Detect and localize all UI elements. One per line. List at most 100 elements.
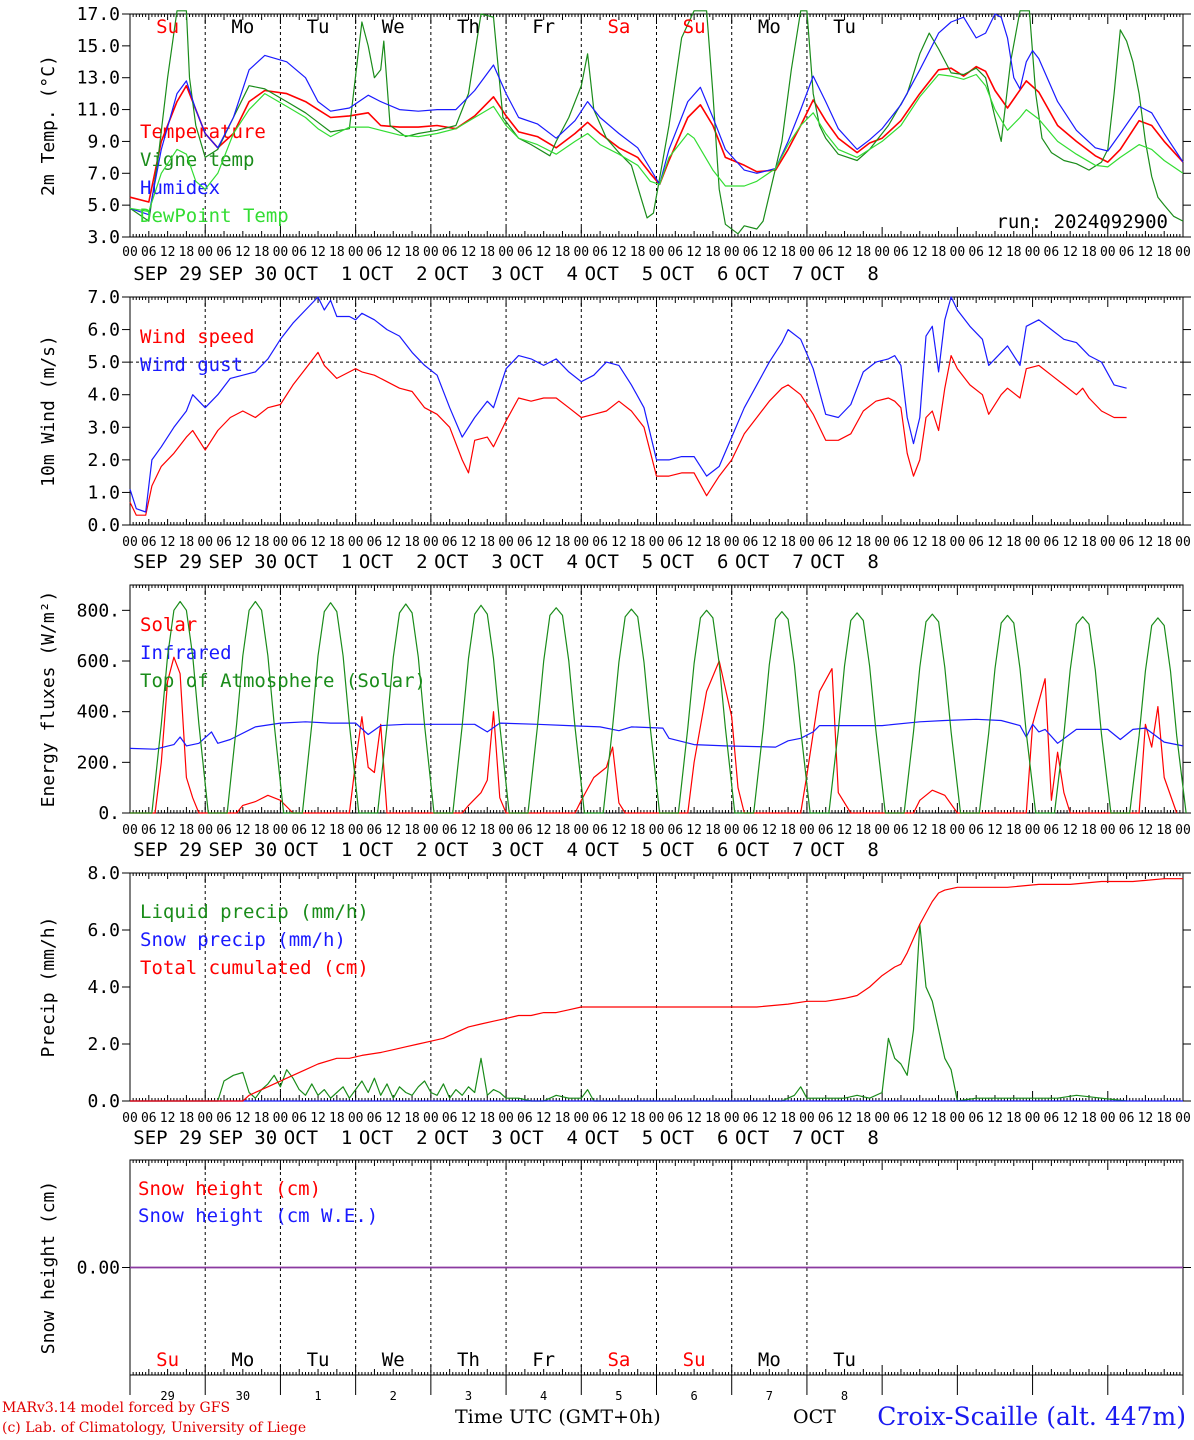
hour-tick-label: 18 [705,245,721,260]
date-label: OCT 3 [434,263,503,285]
y-axis-label: 2m Temp. (°C) [38,55,59,196]
hour-tick-label: 18 [179,245,195,260]
hour-tick-label: 00 [122,823,138,838]
hour-tick-label: 12 [1138,535,1154,550]
hour-tick-label: 18 [479,535,495,550]
date-label: OCT 7 [735,263,804,285]
hour-tick-label: 00 [874,823,890,838]
day-name-top: Th [457,16,480,38]
date-label: OCT 4 [509,263,578,285]
date-label: OCT 7 [735,551,804,573]
hour-tick-label: 18 [479,823,495,838]
y-tick-label: 17.0 [77,4,120,25]
date-label: OCT 1 [284,839,353,861]
legend-entry: Solar [140,614,197,636]
y-tick-label: 5.0 [87,195,120,216]
hour-tick-label: 12 [761,1111,777,1126]
hour-tick-label: 00 [874,535,890,550]
hour-tick-label: 06 [743,823,759,838]
series-line [129,73,1184,213]
hour-tick-label: 00 [649,245,665,260]
y-axis-label: Snow height (cm) [38,1181,59,1354]
hour-tick-label: 18 [1006,245,1022,260]
hour-tick-label: 06 [141,535,157,550]
series-line [129,13,1184,216]
hour-tick-label: 06 [141,1111,157,1126]
date-label: OCT 2 [359,839,428,861]
hour-tick-label: 00 [724,245,740,260]
hour-tick-label: 18 [1081,823,1097,838]
hour-tick-label: 06 [818,1111,834,1126]
day-name-bottom: Mo [758,1349,781,1371]
panel-frame [129,13,1184,238]
hour-tick-label: 18 [931,245,947,260]
series-line [130,878,1183,1102]
hour-tick-label: 06 [968,1111,984,1126]
hour-tick-label: 12 [461,1111,477,1126]
hour-tick-label: 18 [931,535,947,550]
hour-tick-label: 00 [423,823,439,838]
legend-entry: Snow height (cm) [138,1178,321,1200]
y-tick-label: 15.0 [77,36,120,57]
hour-tick-label: 00 [724,535,740,550]
hour-tick-label: 12 [611,823,627,838]
hour-tick-label: 18 [254,823,270,838]
hour-tick-label: 12 [536,535,552,550]
hour-tick-label: 00 [1175,823,1191,838]
date-label: OCT 3 [434,839,503,861]
hour-tick-label: 12 [1062,1111,1078,1126]
hour-tick-label: 06 [743,535,759,550]
station-label: Croix-Scaille (alt. 447m) [877,1402,1186,1431]
y-tick-label: 4.0 [87,385,120,406]
hour-tick-label: 12 [987,245,1003,260]
hour-tick-label: 06 [442,535,458,550]
y-axis-label: Energy fluxes (W/m²) [38,591,59,808]
hour-tick-label: 12 [1138,823,1154,838]
hour-tick-label: 06 [367,1111,383,1126]
series-line [129,65,1184,203]
hour-tick-label: 12 [461,535,477,550]
series-line [129,296,1127,513]
hour-tick-label: 06 [141,823,157,838]
hour-tick-label: 12 [235,245,251,260]
day-name-bottom: Mo [231,1349,254,1371]
day-name-top: Tu [307,16,330,38]
hour-tick-label: 12 [160,823,176,838]
hour-tick-label: 06 [1119,1111,1135,1126]
hour-tick-label: 18 [329,1111,345,1126]
hour-tick-label: 00 [950,245,966,260]
date-label: SEP 30 [209,551,278,573]
hour-tick-label: 06 [667,1111,683,1126]
hour-tick-label: 18 [555,823,571,838]
date-label: SEP 29 [133,551,202,573]
date-label: OCT 6 [660,839,729,861]
date-label: OCT 3 [434,1127,503,1149]
hour-tick-label: 00 [348,245,364,260]
y-tick-label: 0.0 [87,1091,120,1112]
day-name-bottom: Fr [532,1349,555,1371]
hour-tick-label: 06 [592,245,608,260]
hour-tick-label: 06 [1119,535,1135,550]
hour-tick-label: 12 [611,535,627,550]
day-name-top: Su [156,16,179,38]
hour-tick-label: 18 [1081,1111,1097,1126]
hour-tick-label: 18 [630,245,646,260]
day-number: 5 [615,1389,622,1403]
hour-tick-label: 00 [197,245,213,260]
hour-tick-label: 18 [780,1111,796,1126]
hour-tick-label: 18 [555,245,571,260]
hour-tick-label: 00 [724,823,740,838]
hour-tick-label: 00 [498,245,514,260]
date-label: OCT 1 [284,263,353,285]
hour-tick-label: 18 [705,823,721,838]
hour-tick-label: 06 [818,245,834,260]
hour-tick-label: 00 [1100,535,1116,550]
hour-tick-label: 12 [235,823,251,838]
hour-tick-label: 12 [461,245,477,260]
hour-tick-label: 06 [216,1111,232,1126]
series-line [129,351,1127,516]
day-name-top: Mo [758,16,781,38]
hour-tick-label: 12 [1062,535,1078,550]
hour-tick-label: 12 [686,823,702,838]
